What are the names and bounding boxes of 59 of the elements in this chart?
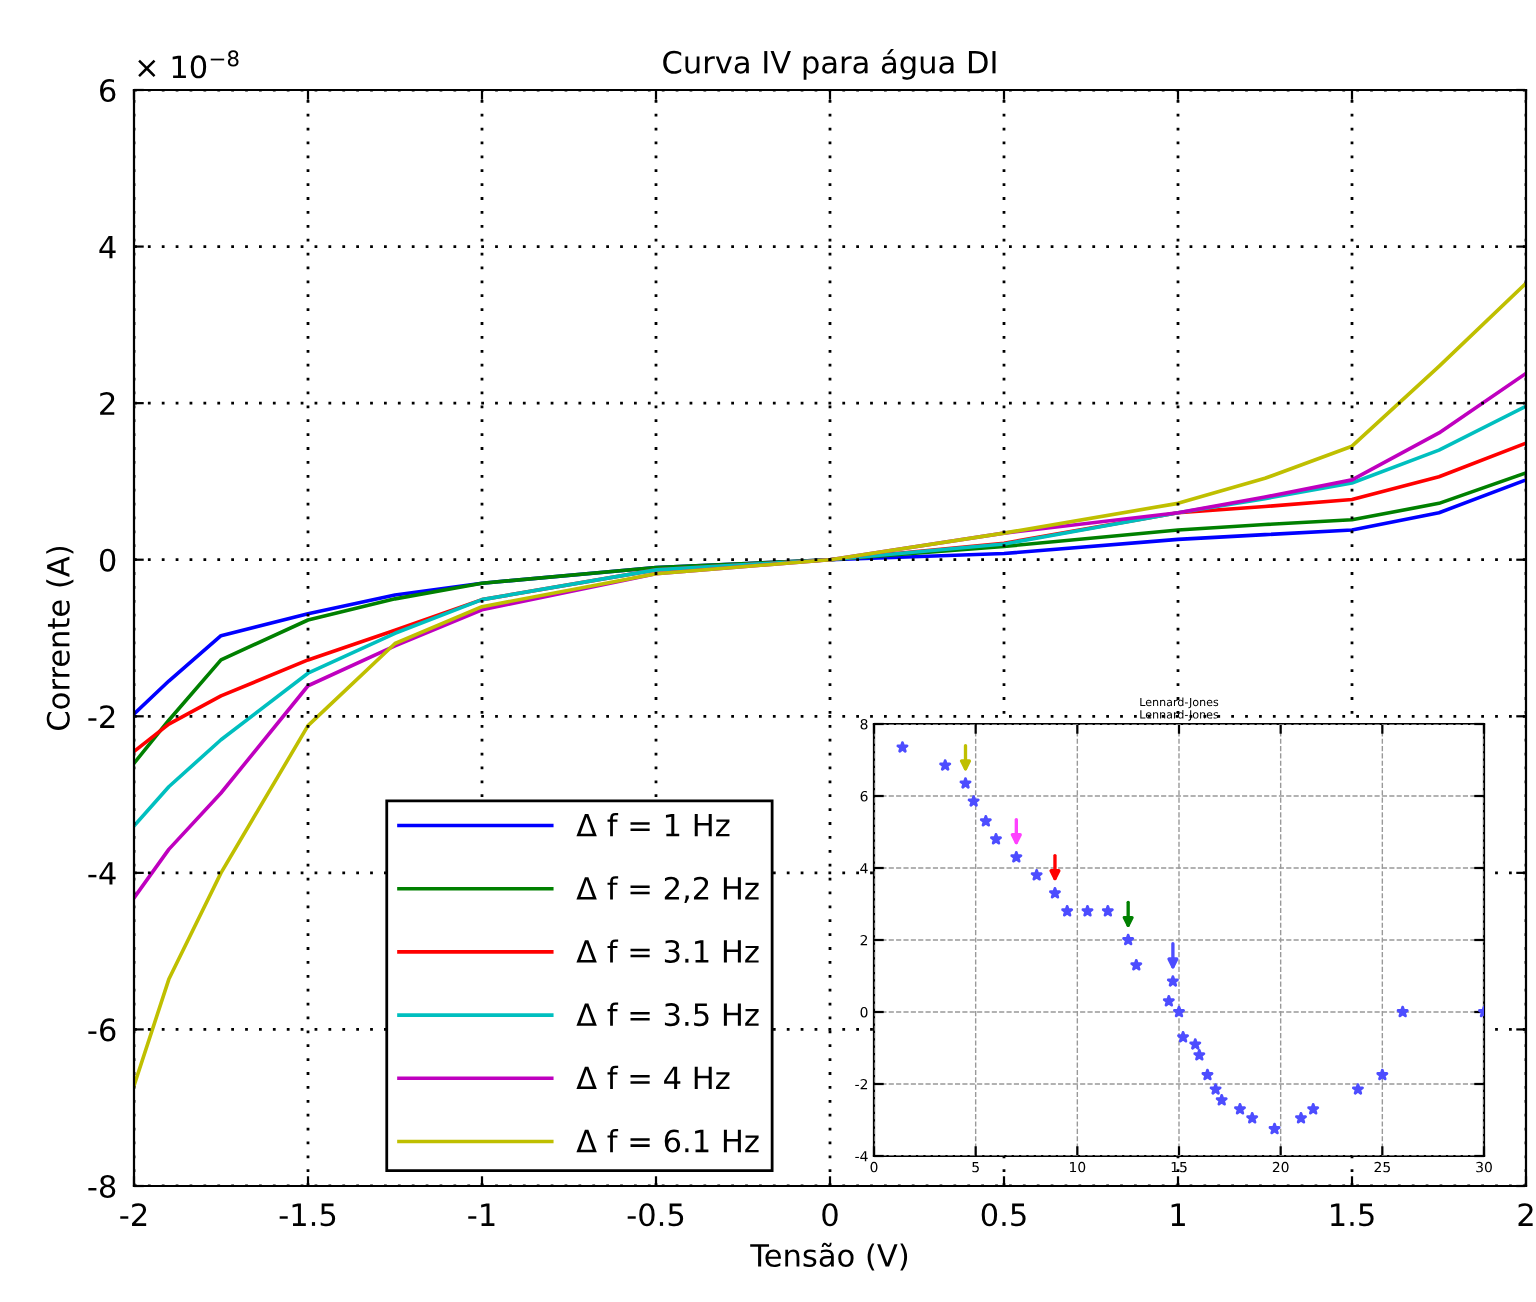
point: [1193, 1049, 1206, 1061]
point: [959, 777, 972, 789]
point: [1173, 1005, 1185, 1018]
point: [896, 741, 909, 753]
x-tick-label: -1: [468, 1203, 495, 1226]
x-tick-label: -0.5: [627, 1203, 684, 1227]
y-tick-label: 2: [100, 392, 115, 415]
point: [1189, 1038, 1202, 1050]
y-tick-label: 0: [99, 548, 116, 572]
point: [1209, 1083, 1222, 1095]
legend-label: Δ f = 2,2 Hz: [576, 876, 759, 903]
point: [1101, 905, 1114, 917]
y-tick-label: -6: [88, 1018, 116, 1042]
text: × 10$^{−8}$: [138, 50, 239, 79]
point: [1049, 887, 1061, 899]
legend-label: Δ f = 4 Hz: [576, 1065, 730, 1089]
point: [1030, 869, 1043, 881]
x-tick-label: -2: [120, 1203, 147, 1226]
point: [1130, 959, 1143, 971]
x-axis-title: Tensão (V): [750, 1242, 908, 1271]
chart-title: Curva IV para água DI: [663, 48, 996, 80]
point: [1396, 1005, 1409, 1018]
y-tick-label: -4: [88, 862, 116, 885]
point: [1268, 1122, 1281, 1135]
point: [1307, 1103, 1320, 1115]
legend-label: Δ f = 1 Hz: [576, 813, 730, 837]
point: [1234, 1103, 1246, 1115]
point: [1376, 1068, 1389, 1081]
x-tick-label: -1.5: [279, 1203, 336, 1227]
point: [1162, 995, 1175, 1007]
y-tick-label: -8: [88, 1174, 116, 1199]
y-tick-label: 6: [100, 78, 116, 103]
point: [1166, 975, 1179, 987]
point: [979, 815, 992, 827]
line-series: [134, 281, 1526, 1088]
x-tick-label: 0: [822, 1203, 838, 1227]
point: [1122, 933, 1135, 946]
x-tick-label: 2: [1518, 1203, 1533, 1226]
point: [1215, 1094, 1228, 1106]
y-tick-label: -2: [88, 705, 115, 728]
x-tick-label: 1.5: [1331, 1203, 1374, 1227]
y-axis-title: Corrente (A): [46, 546, 74, 730]
legend-label: Δ f = 6.1 Hz: [576, 1128, 759, 1153]
point: [1081, 905, 1094, 917]
y-tick-label: 4: [99, 235, 116, 259]
point: [1177, 1031, 1190, 1043]
point: [1351, 1083, 1364, 1095]
point: [990, 833, 1002, 845]
point: [1246, 1112, 1259, 1124]
point: [939, 759, 952, 771]
legend-label: Δ f = 3.1 Hz: [576, 939, 759, 964]
x-tick-label: 1: [1171, 1203, 1185, 1226]
point: [1295, 1112, 1307, 1124]
point: [1061, 905, 1074, 917]
point: [1201, 1068, 1214, 1081]
x-tick-label: 0.5: [981, 1203, 1026, 1227]
point: [967, 795, 980, 807]
legend-label: Δ f = 3.5 Hz: [576, 1002, 759, 1027]
point: [1010, 851, 1023, 863]
